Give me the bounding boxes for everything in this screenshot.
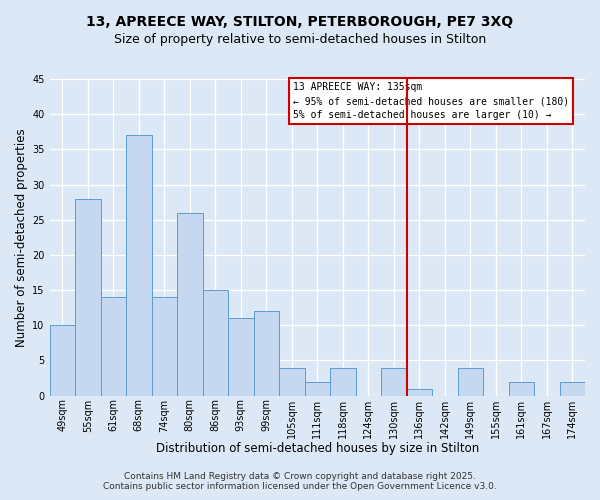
Text: Contains public sector information licensed under the Open Government Licence v3: Contains public sector information licen… bbox=[103, 482, 497, 491]
Bar bbox=[126, 136, 152, 396]
Bar bbox=[458, 368, 483, 396]
Bar bbox=[509, 382, 534, 396]
Bar bbox=[279, 368, 305, 396]
X-axis label: Distribution of semi-detached houses by size in Stilton: Distribution of semi-detached houses by … bbox=[155, 442, 479, 455]
Bar bbox=[50, 326, 75, 396]
Bar bbox=[407, 388, 432, 396]
Bar bbox=[152, 297, 177, 396]
Bar bbox=[203, 290, 228, 396]
Bar bbox=[75, 198, 101, 396]
Bar bbox=[177, 212, 203, 396]
Text: Contains HM Land Registry data © Crown copyright and database right 2025.: Contains HM Land Registry data © Crown c… bbox=[124, 472, 476, 481]
Bar bbox=[305, 382, 330, 396]
Bar bbox=[560, 382, 585, 396]
Text: 13, APREECE WAY, STILTON, PETERBOROUGH, PE7 3XQ: 13, APREECE WAY, STILTON, PETERBOROUGH, … bbox=[86, 15, 514, 29]
Y-axis label: Number of semi-detached properties: Number of semi-detached properties bbox=[15, 128, 28, 346]
Bar bbox=[330, 368, 356, 396]
Bar bbox=[381, 368, 407, 396]
Text: Size of property relative to semi-detached houses in Stilton: Size of property relative to semi-detach… bbox=[114, 32, 486, 46]
Bar bbox=[228, 318, 254, 396]
Bar bbox=[254, 311, 279, 396]
Text: 13 APREECE WAY: 135sqm
← 95% of semi-detached houses are smaller (180)
5% of sem: 13 APREECE WAY: 135sqm ← 95% of semi-det… bbox=[293, 82, 569, 120]
Bar bbox=[101, 297, 126, 396]
